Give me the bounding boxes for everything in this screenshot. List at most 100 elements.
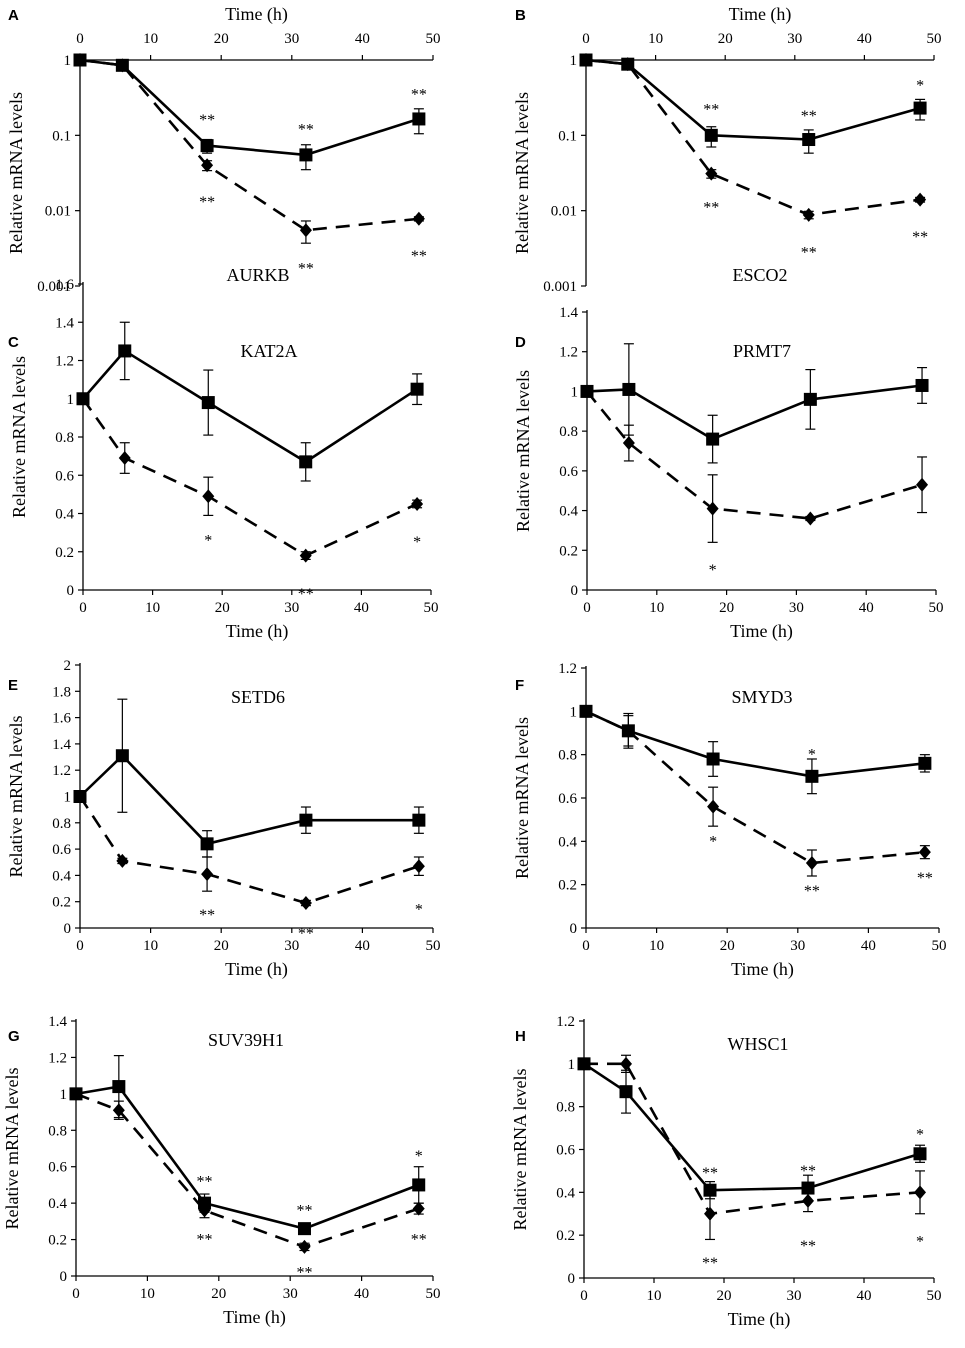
x-tick-label: 50 <box>927 1288 942 1304</box>
solid-data-point <box>299 813 313 827</box>
x-axis-title: Time (h) <box>728 1309 791 1330</box>
significance-mark: * <box>204 532 212 549</box>
significance-mark: ** <box>702 1165 718 1182</box>
y-tick-label: 0.4 <box>556 1185 575 1201</box>
solid-data-point <box>913 101 927 115</box>
significance-mark: ** <box>298 925 314 942</box>
x-tick-label: 10 <box>143 31 158 47</box>
dashed-data-point <box>622 723 635 738</box>
solid-data-point <box>112 1080 126 1094</box>
y-tick-label: 0.001 <box>37 279 71 295</box>
solid-data-point <box>412 112 426 126</box>
x-axis-title: Time (h) <box>225 959 288 980</box>
solid-data-point <box>706 752 720 766</box>
y-tick-label: 0.4 <box>55 507 74 523</box>
dashed-data-point <box>77 391 89 406</box>
x-tick-label: 50 <box>927 31 942 47</box>
significance-mark: ** <box>703 102 719 119</box>
y-tick-label: 1 <box>67 392 75 408</box>
significance-mark: ** <box>804 883 820 900</box>
y-tick-label: 1 <box>60 1087 68 1103</box>
y-axis-title: Relative mRNA levels <box>512 92 532 254</box>
y-tick-label: 0.1 <box>558 128 577 144</box>
solid-data-point <box>703 1183 717 1197</box>
significance-mark: * <box>709 833 717 850</box>
x-tick-label: 40 <box>355 31 370 47</box>
significance-mark: ** <box>199 907 215 924</box>
dashed-data-point <box>202 489 215 504</box>
dashed-series-line <box>585 710 926 865</box>
solid-data-point <box>915 378 929 392</box>
significance-mark: ** <box>298 586 314 603</box>
significance-mark: * <box>916 1234 924 1251</box>
solid-data-point <box>619 1085 633 1099</box>
dashed-data-point <box>802 207 815 222</box>
x-tick-label: 40 <box>859 600 874 616</box>
y-axis-title: Relative mRNA levels <box>9 356 29 518</box>
x-axis-title: Time (h) <box>226 621 289 642</box>
solid-data-point <box>803 392 817 406</box>
significance-mark: ** <box>801 108 817 125</box>
dashed-data-point <box>914 192 927 207</box>
gene-name: PRMT7 <box>733 341 791 361</box>
dashed-data-point <box>412 211 425 226</box>
y-tick-label: 1.4 <box>48 1014 67 1030</box>
x-tick-label: 10 <box>648 31 663 47</box>
x-tick-label: 30 <box>787 1288 802 1304</box>
y-tick-label: 2 <box>64 658 72 674</box>
x-tick-label: 30 <box>787 31 802 47</box>
solid-data-point <box>706 432 720 446</box>
significance-mark: ** <box>199 194 215 211</box>
x-axis-title: Time (h) <box>225 4 288 25</box>
y-tick-label: 0 <box>570 921 578 937</box>
dashed-data-point <box>412 859 425 874</box>
y-tick-label: 1.2 <box>55 354 74 370</box>
dashed-data-point <box>298 1239 311 1254</box>
dashed-data-point <box>118 451 131 466</box>
x-tick-label: 20 <box>719 600 734 616</box>
dashed-data-point <box>581 384 593 399</box>
y-tick-label: 0 <box>64 921 72 937</box>
dashed-data-point <box>411 496 424 511</box>
y-tick-label: 1.2 <box>556 1014 575 1030</box>
dashed-data-point <box>198 1203 211 1218</box>
y-tick-label: 0.2 <box>48 1233 67 1249</box>
panel-h: H 0 0.2 0.4 0.6 0.8 1 1.2 Relative mRNA levels 0 1… <box>510 1014 942 1330</box>
dashed-series-line <box>79 58 420 232</box>
significance-mark: * <box>709 562 717 579</box>
gene-name: ESCO2 <box>732 265 787 285</box>
gene-name: SMYD3 <box>731 687 792 707</box>
dashed-data-point <box>299 548 312 563</box>
significance-mark: * <box>916 77 924 94</box>
y-axis-title: Relative mRNA levels <box>6 716 26 878</box>
significance-mark: ** <box>800 1238 816 1255</box>
significance-mark: ** <box>801 244 817 261</box>
y-tick-label: 0.6 <box>55 468 74 484</box>
x-axis-title: Time (h) <box>223 1307 286 1328</box>
x-tick-label: 20 <box>720 938 735 954</box>
significance-mark: ** <box>296 1264 312 1281</box>
y-tick-label: 1.2 <box>48 1050 67 1066</box>
significance-mark: ** <box>296 1202 312 1219</box>
significance-mark: * <box>415 902 423 919</box>
x-tick-label: 0 <box>76 938 84 954</box>
solid-data-point <box>200 139 214 153</box>
x-tick-label: 30 <box>789 600 804 616</box>
y-tick-label: 0.4 <box>52 868 71 884</box>
dashed-data-point <box>580 704 592 719</box>
solid-series-line <box>585 710 926 778</box>
solid-series-line <box>586 384 923 441</box>
x-tick-label: 30 <box>284 31 299 47</box>
x-tick-label: 0 <box>582 938 590 954</box>
panel-c: C 0 0.2 0.4 0.6 0.8 1 1.2 1.4 1.6 Relative mRNA le… <box>8 277 439 642</box>
significance-mark: ** <box>411 1232 427 1249</box>
y-tick-label: 0.1 <box>52 128 71 144</box>
significance-mark: ** <box>298 261 314 278</box>
y-tick-label: 1.4 <box>559 305 578 321</box>
x-tick-label: 40 <box>861 938 876 954</box>
dashed-data-point <box>74 789 86 804</box>
dashed-data-point <box>804 511 817 526</box>
panel-label: E <box>8 677 18 694</box>
dashed-data-point <box>201 158 214 173</box>
solid-data-point <box>622 382 636 396</box>
